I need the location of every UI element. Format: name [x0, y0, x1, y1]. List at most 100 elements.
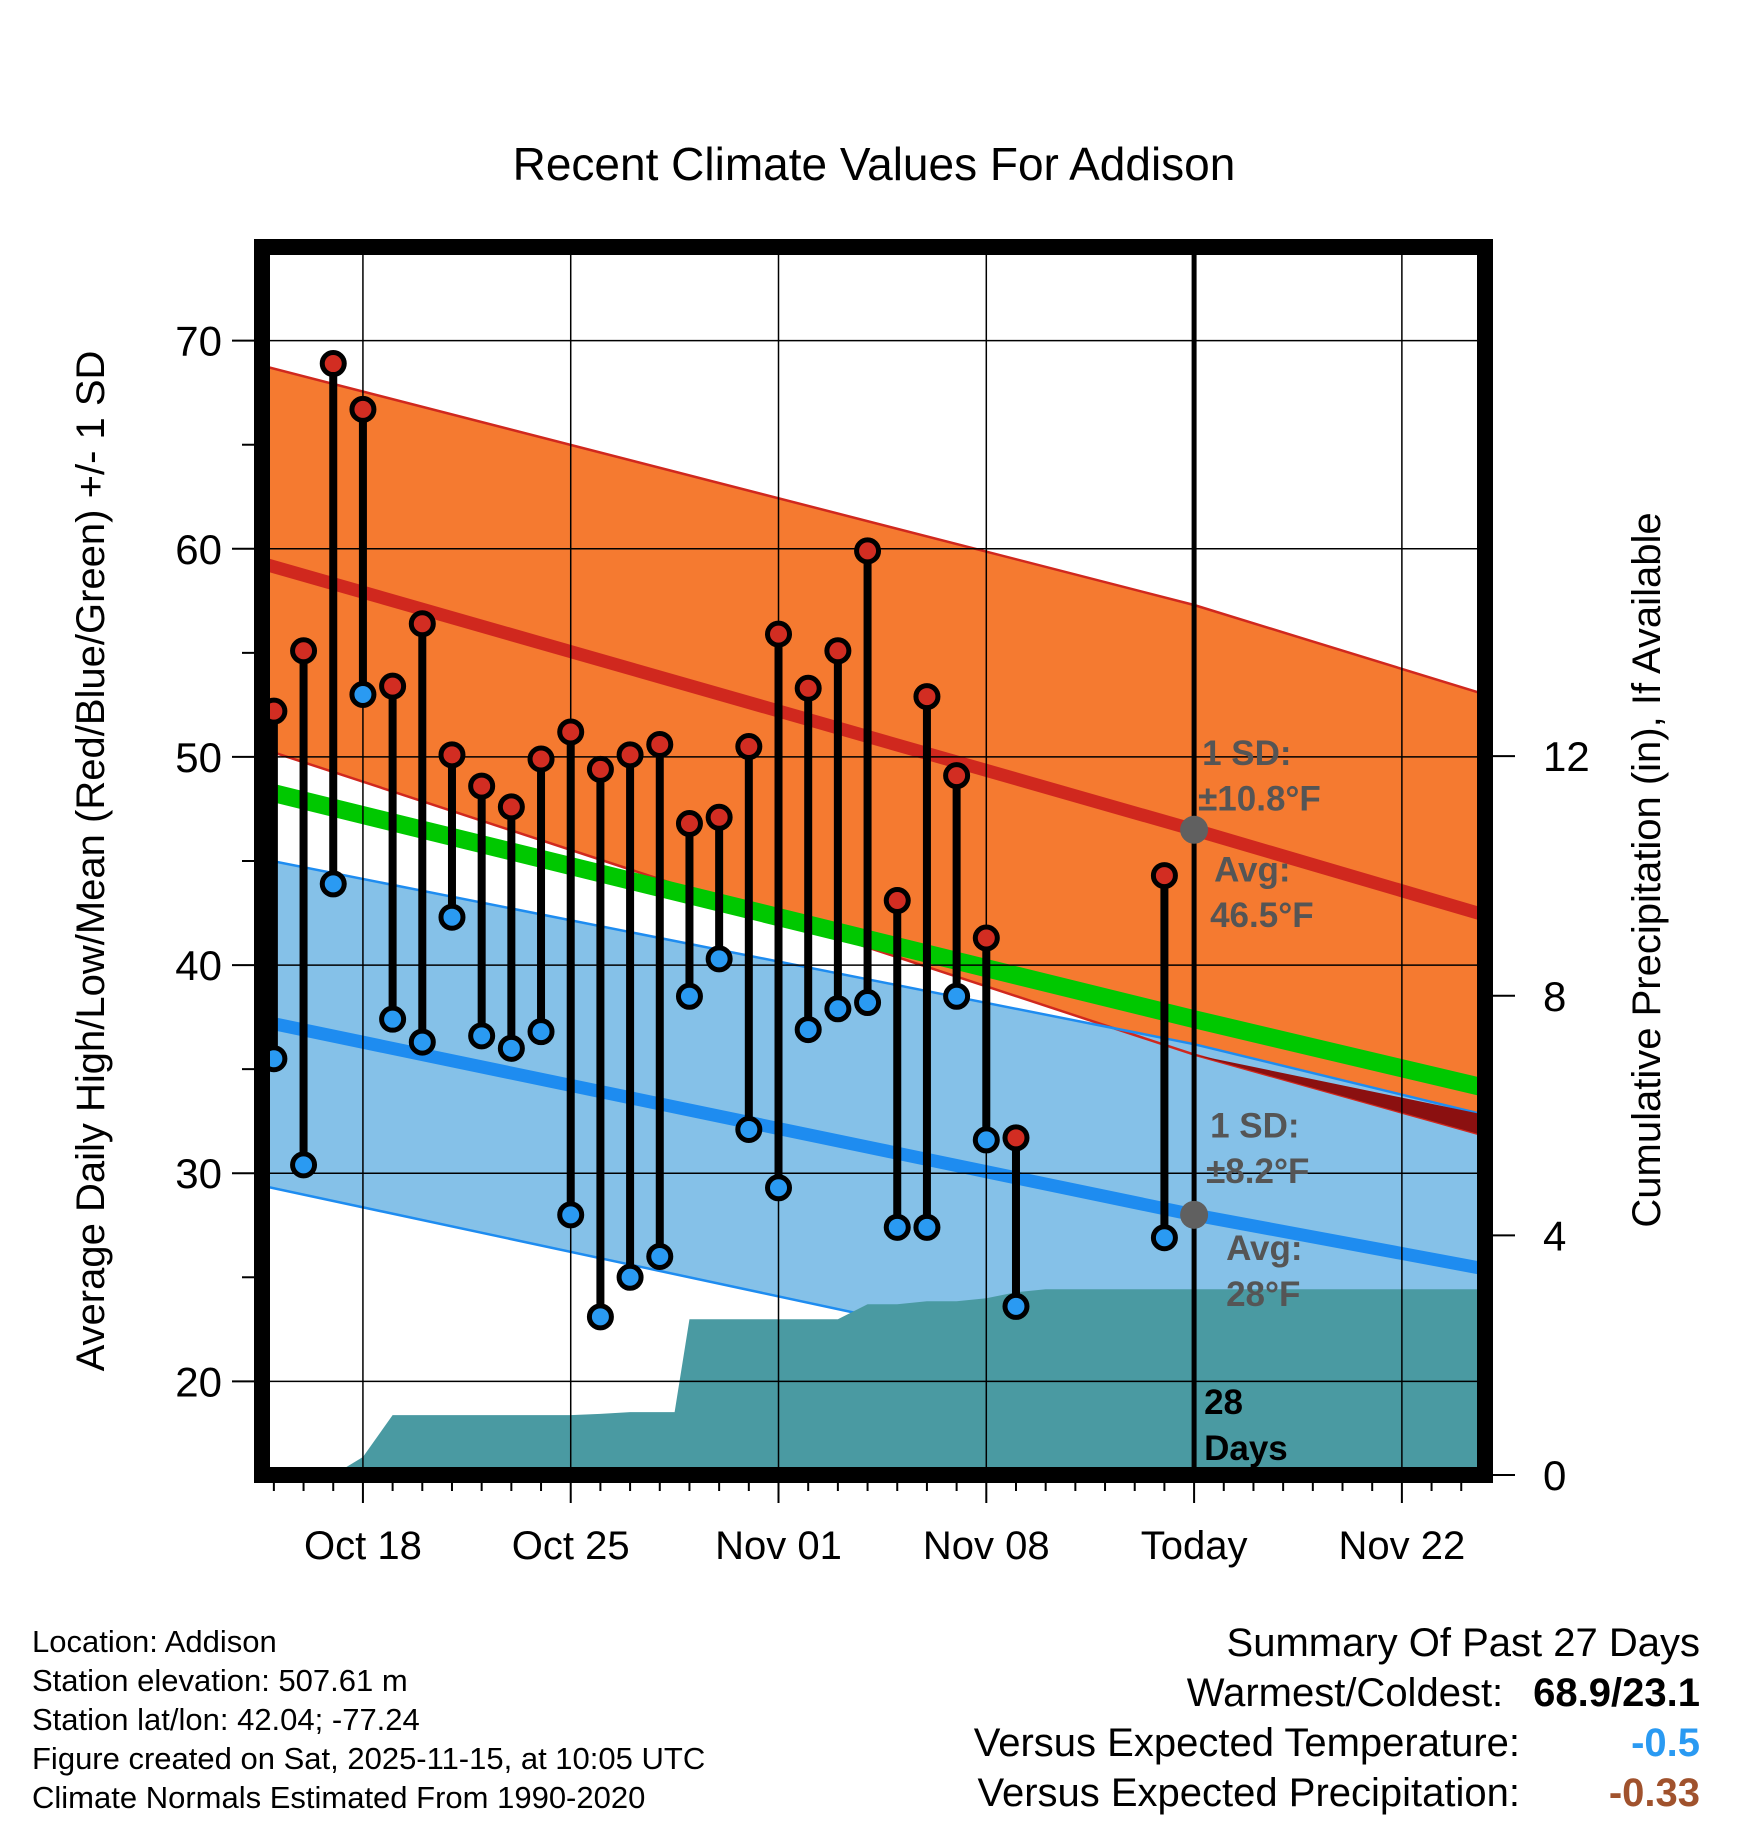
y-tick-label: 60 [175, 526, 222, 573]
obs-low-point [943, 982, 971, 1010]
obs-low-point [438, 903, 466, 931]
y2-tick-label: 8 [1543, 973, 1566, 1020]
obs-low-point [290, 1151, 318, 1179]
y-tick-label: 30 [175, 1150, 222, 1197]
summary-temp-row: Versus Expected Temperature: -0.5 [974, 1718, 1700, 1768]
obs-low-point [972, 1126, 1000, 1154]
x-tick-label: Nov 01 [715, 1524, 842, 1568]
obs-high-point [943, 762, 971, 790]
summary-title: Summary Of Past 27 Days [1226, 1621, 1700, 1665]
obs-low-point [527, 1018, 555, 1046]
summary-panel: Summary Of Past 27 Days Warmest/Coldest:… [974, 1618, 1700, 1818]
low-avg-label: Avg: [1226, 1229, 1302, 1268]
obs-low-point [1002, 1292, 1030, 1320]
plot-frame [254, 239, 1493, 1483]
obs-high-point [765, 620, 793, 648]
obs-low-point [765, 1174, 793, 1202]
created-text: Figure created on Sat, 2025-11-15, at 10… [32, 1741, 706, 1776]
obs-low-point [557, 1201, 585, 1229]
obs-high-point [972, 924, 1000, 952]
obs-low-point [854, 989, 882, 1017]
y-tick-label: 50 [175, 734, 222, 781]
band-overlap [1194, 1054, 1485, 1136]
obs-low-point [1150, 1224, 1178, 1252]
obs-high-point [557, 718, 585, 746]
plot-content: 1 SD: ±10.8°F Avg: 46.5°F 1 SD: ±8.2°F Avg: 28°… [262, 247, 1485, 1475]
obs-high-point [883, 887, 911, 915]
chart-title: Recent Climate Values For Addison [513, 138, 1236, 190]
obs-high-point [290, 637, 318, 665]
y2-axis-label: Cumulative Precipitation (in), If Availa… [1625, 512, 1669, 1227]
obs-high-point [735, 733, 763, 761]
obs-low-point [913, 1213, 941, 1241]
obs-low-point [705, 945, 733, 973]
high-sd-band [262, 365, 1485, 1136]
axes: 20 30 40 50 60 70 0 4 8 12 Oct 18 Oct 25 Nov 01 Nov 0… [69, 239, 1669, 1600]
obs-low-point [675, 982, 703, 1010]
y-tick-label: 70 [175, 318, 222, 365]
obs-high-point [438, 741, 466, 769]
x-axis-label: Day [838, 1597, 909, 1600]
obs-low-point [735, 1115, 763, 1143]
obs-high-point [854, 537, 882, 565]
x-tick-label: Oct 25 [512, 1524, 630, 1568]
days-count-label: 28 [1204, 1383, 1243, 1422]
elevation-text: Station elevation: 507.61 m [32, 1663, 408, 1698]
x-tick-label: Today [1141, 1524, 1248, 1568]
obs-low-point [408, 1028, 436, 1056]
x-tick-label: Nov 22 [1339, 1524, 1466, 1568]
obs-low-point [319, 870, 347, 898]
normals-period-text: Climate Normals Estimated From 1990-2020 [32, 1780, 646, 1815]
high-sd-label: 1 SD: [1202, 734, 1291, 773]
summary-precip-row: Versus Expected Precipitation: -0.33 [974, 1768, 1700, 1818]
location-text: Location: Addison [32, 1624, 277, 1659]
obs-low-point [468, 1022, 496, 1050]
obs-low-point [586, 1303, 614, 1331]
obs-high-point [586, 755, 614, 783]
obs-high-point [675, 810, 703, 838]
obs-low-point [616, 1263, 644, 1291]
obs-high-point [408, 610, 436, 638]
obs-high-point [824, 637, 852, 665]
obs-high-point [1002, 1124, 1030, 1152]
obs-low-point [646, 1242, 674, 1270]
warm-cold-label: Warmest/Coldest: [1186, 1671, 1504, 1715]
latlon-text: Station lat/lon: 42.04; -77.24 [32, 1702, 420, 1737]
y2-tick-label: 4 [1543, 1212, 1566, 1259]
low-sd-value: ±8.2°F [1206, 1152, 1309, 1191]
obs-high-point [616, 741, 644, 769]
today-high-normal-marker [1180, 815, 1209, 844]
low-avg-value: 28°F [1226, 1275, 1300, 1314]
plot-area: 1 SD: ±10.8°F Avg: 46.5°F 1 SD: ±8.2°F Avg: 28°… [262, 247, 1485, 1475]
precip-diff-label: Versus Expected Precipitation: [977, 1771, 1520, 1815]
low-sd-label: 1 SD: [1210, 1106, 1299, 1145]
warm-cold-value: 68.9/23.1 [1533, 1671, 1700, 1715]
obs-low-point [883, 1213, 911, 1241]
obs-low-point [379, 1005, 407, 1033]
y-tick-label: 20 [175, 1358, 222, 1405]
today-low-normal-marker [1180, 1200, 1209, 1229]
obs-high-point [1150, 862, 1178, 890]
obs-high-point [319, 350, 347, 378]
high-avg-label: Avg: [1214, 850, 1290, 889]
y2-tick-label: 0 [1543, 1452, 1566, 1499]
station-info: Location: Addison Station elevation: 507… [32, 1622, 705, 1817]
obs-high-point [497, 793, 525, 821]
obs-low-point [824, 995, 852, 1023]
precip-diff-value: -0.33 [1608, 1771, 1700, 1815]
summary-warm-cold-row: Warmest/Coldest: 68.9/23.1 [974, 1668, 1700, 1718]
obs-high-point [705, 803, 733, 831]
obs-low-point [349, 680, 377, 708]
obs-high-point [913, 683, 941, 711]
climate-chart: Recent Climate Values For Addison 1 SD: ±… [69, 138, 1669, 1600]
precip-area [262, 1289, 1485, 1475]
y2-tick-label: 12 [1543, 733, 1590, 780]
high-sd-value: ±10.8°F [1198, 780, 1321, 819]
high-avg-value: 46.5°F [1210, 896, 1314, 935]
temp-diff-value: -0.5 [1631, 1721, 1700, 1765]
days-word-label: Days [1204, 1429, 1288, 1468]
obs-low-point [794, 1016, 822, 1044]
obs-high-point [349, 395, 377, 423]
obs-high-point [379, 672, 407, 700]
temp-diff-label: Versus Expected Temperature: [973, 1721, 1520, 1765]
